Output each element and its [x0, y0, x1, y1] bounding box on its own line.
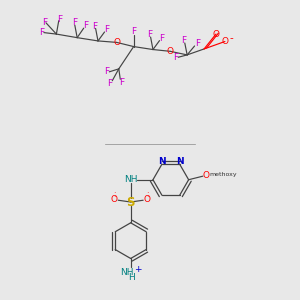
Text: N: N — [176, 158, 184, 166]
Text: O: O — [113, 38, 120, 47]
Text: F: F — [119, 78, 124, 87]
Text: H: H — [128, 273, 135, 282]
Text: NH: NH — [120, 268, 134, 277]
Text: O: O — [143, 195, 151, 204]
Text: N: N — [158, 158, 166, 166]
Text: :: : — [113, 190, 116, 199]
Text: F: F — [104, 25, 110, 34]
Text: F: F — [39, 28, 44, 37]
Text: F: F — [159, 34, 164, 43]
Text: O: O — [221, 37, 228, 46]
Text: F: F — [104, 67, 110, 76]
Text: NH: NH — [124, 175, 137, 184]
Text: -: - — [230, 34, 233, 44]
Text: F: F — [107, 79, 112, 88]
Text: F: F — [42, 18, 47, 27]
Text: F: F — [83, 21, 89, 30]
Text: F: F — [131, 27, 136, 36]
Text: methoxy: methoxy — [209, 172, 237, 177]
Text: O: O — [212, 30, 220, 39]
Text: O: O — [167, 47, 174, 56]
Text: F: F — [92, 22, 98, 31]
Text: +: + — [134, 265, 142, 274]
Text: F: F — [182, 35, 187, 44]
Text: F: F — [147, 30, 153, 39]
Text: O: O — [111, 195, 118, 204]
Text: F: F — [57, 15, 62, 24]
Text: :: : — [146, 190, 148, 199]
Text: F: F — [72, 18, 77, 27]
Text: F: F — [195, 39, 200, 48]
Text: O: O — [202, 171, 209, 180]
Text: S: S — [126, 196, 135, 208]
Text: F: F — [173, 53, 178, 62]
